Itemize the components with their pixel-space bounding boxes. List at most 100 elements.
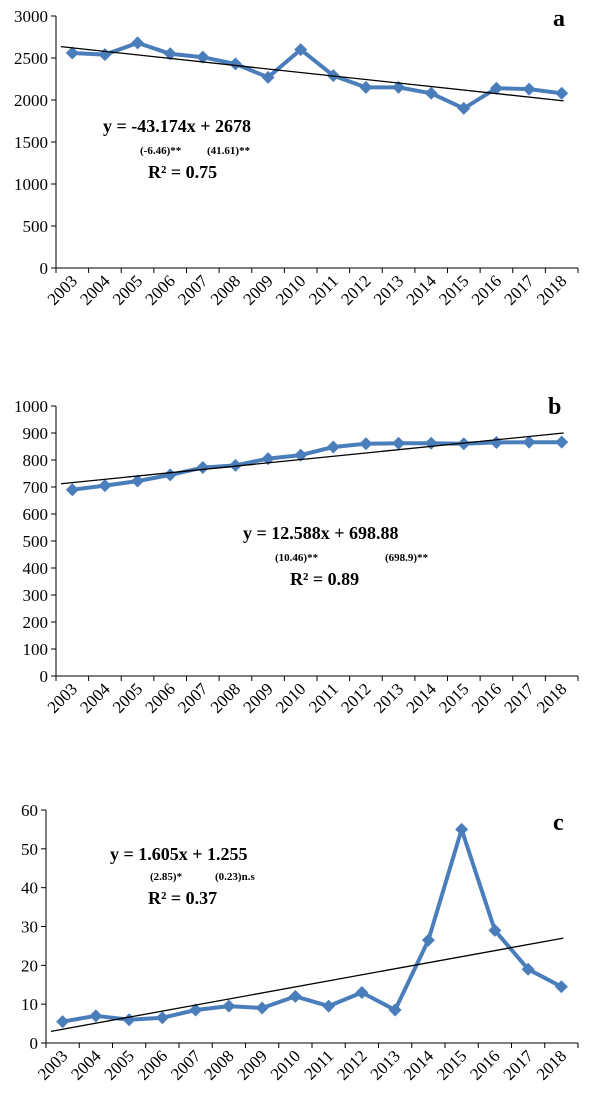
data-point [521, 962, 535, 976]
data-point [98, 48, 112, 62]
trend-line [60, 432, 564, 485]
data-point [457, 101, 471, 115]
chart-panel-a: 0 500 1000 1500 2000 2500 3000 2003200420052006… [14, 6, 579, 309]
y-tick-label: 900 [23, 424, 49, 443]
x-tick-label: 2015 [435, 271, 472, 308]
data-point [222, 999, 236, 1013]
data-point [355, 986, 369, 1000]
data-point [196, 50, 210, 64]
data-point [163, 468, 177, 482]
x-tick-label: 2012 [337, 679, 374, 716]
y-tick-label: 200 [23, 613, 49, 632]
intercept-statistic: (41.61)** [207, 145, 251, 157]
data-point [56, 1015, 70, 1029]
data-point [228, 458, 242, 472]
y-tick-label: 1500 [14, 133, 48, 152]
x-tick-label: 2009 [239, 271, 276, 308]
y-tick-label: 50 [21, 840, 38, 859]
x-tick-label: 2007 [174, 679, 212, 717]
data-point [388, 1003, 402, 1017]
data-point [489, 435, 503, 449]
x-tick-label: 2014 [403, 679, 441, 717]
data-point [392, 80, 406, 94]
x-tick-label: 2004 [67, 1046, 105, 1084]
data-point [392, 436, 406, 450]
trend-line [50, 937, 564, 1032]
data-point [421, 933, 435, 947]
data-point [131, 36, 145, 50]
y-tick-label: 1000 [14, 397, 48, 416]
data-point [359, 80, 373, 94]
y-tick-label: 40 [21, 879, 38, 898]
regression-equation: y = 12.588x + 698.88 [243, 523, 399, 543]
data-point [294, 448, 308, 462]
series-line [62, 827, 563, 1024]
data-point [554, 980, 568, 994]
x-tick-label: 2012 [337, 271, 374, 308]
y-tick-label: 2500 [14, 49, 48, 68]
data-point [424, 436, 438, 450]
panel-label: b [548, 394, 561, 420]
data-point [65, 46, 79, 60]
data-point [261, 70, 275, 84]
y-tick-label: 0 [40, 667, 49, 686]
y-tick-label: 500 [23, 217, 49, 236]
data-point [522, 82, 536, 96]
x-tick-label: 2016 [468, 271, 505, 308]
x-tick-label: 2017 [499, 1046, 537, 1084]
intercept-statistic: (0.23)n.s [215, 871, 255, 883]
y-tick-label: 20 [21, 956, 38, 975]
x-tick-label: 2008 [200, 1046, 237, 1083]
x-tick-label: 2015 [433, 1046, 470, 1083]
slope-statistic: (2.85)* [150, 871, 183, 883]
x-tick-label: 2011 [300, 1046, 337, 1083]
x-tick-label: 2012 [333, 1046, 370, 1083]
x-tick-label: 2006 [142, 271, 179, 308]
x-tick-label: 2017 [500, 271, 538, 309]
r-squared-label: R² = 0.89 [290, 569, 359, 589]
x-tick-label: 2018 [533, 1046, 570, 1083]
y-tick-label: 500 [23, 532, 49, 551]
data-point [322, 999, 336, 1013]
series-line [72, 440, 562, 492]
y-tick-label: 800 [23, 451, 49, 470]
x-tick-label: 2009 [239, 679, 276, 716]
r-squared-label: R² = 0.37 [148, 888, 217, 908]
x-tick-label: 2017 [500, 679, 538, 717]
x-tick-label: 2009 [233, 1046, 270, 1083]
x-tick-label: 2014 [403, 271, 441, 309]
x-tick-label: 2004 [76, 679, 114, 717]
x-tick-label: 2018 [533, 271, 570, 308]
x-tick-label: 2003 [34, 1046, 71, 1083]
x-tick-label: 2013 [370, 679, 407, 716]
data-point [522, 435, 536, 449]
trend-line [60, 46, 564, 102]
data-point [457, 437, 471, 451]
x-tick-label: 2018 [533, 679, 570, 716]
data-point [98, 479, 112, 493]
data-point [294, 43, 308, 57]
x-tick-label: 2016 [466, 1046, 503, 1083]
x-tick-label: 2006 [142, 679, 179, 716]
data-point [555, 86, 569, 100]
x-tick-label: 2005 [109, 679, 146, 716]
x-tick-label: 2010 [267, 1046, 304, 1083]
data-point [359, 437, 373, 451]
data-point [122, 1013, 136, 1027]
data-point [228, 57, 242, 71]
x-tick-label: 2013 [366, 1046, 403, 1083]
data-point [489, 81, 503, 95]
x-tick-label: 2003 [44, 271, 81, 308]
y-tick-label: 60 [21, 801, 38, 820]
data-point [424, 86, 438, 100]
x-tick-label: 2007 [167, 1046, 205, 1084]
series-line [72, 40, 562, 111]
x-tick-label: 2005 [100, 1046, 137, 1083]
data-point [163, 47, 177, 61]
data-point [189, 1003, 203, 1017]
x-tick-label: 2004 [76, 271, 114, 309]
data-point [155, 1011, 169, 1025]
y-tick-label: 3000 [14, 7, 48, 26]
data-point [255, 1001, 269, 1015]
